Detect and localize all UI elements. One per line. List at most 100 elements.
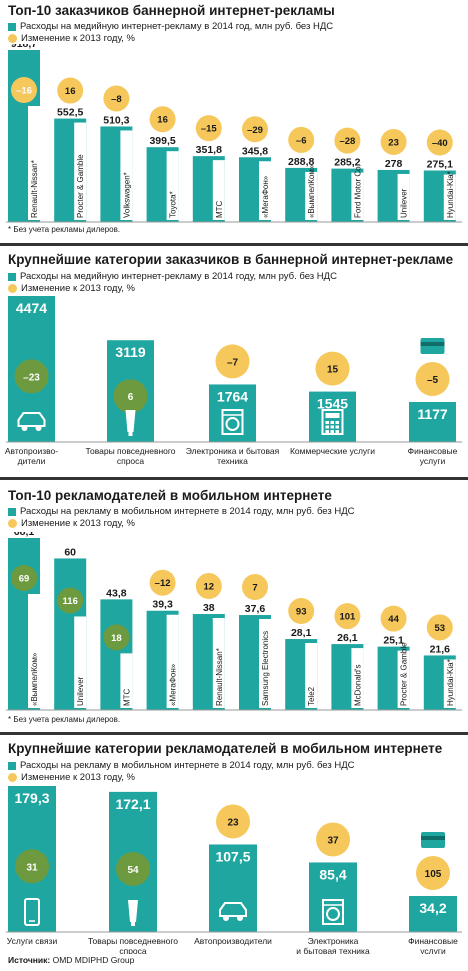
change-bubble: 7 bbox=[242, 574, 268, 601]
value-label: 1545 bbox=[317, 396, 348, 412]
change-bubble: –15 bbox=[195, 115, 222, 142]
label-strip bbox=[305, 643, 318, 708]
label-strip bbox=[28, 594, 40, 708]
chart-title: Топ-10 рекламодателей в мобильном интерн… bbox=[8, 488, 332, 503]
label-strip bbox=[212, 160, 225, 220]
tube-icon bbox=[125, 410, 136, 436]
change-label: –15 bbox=[201, 124, 218, 135]
footnote: * Без учета рекламы дилеров. bbox=[8, 715, 121, 724]
category-label: Автопроизводители bbox=[194, 936, 272, 946]
label-strip bbox=[212, 618, 225, 708]
category-label: Ford Motor Co. bbox=[353, 164, 362, 218]
label-strip bbox=[351, 648, 364, 708]
value-label: 288,8 bbox=[288, 156, 314, 168]
value-label: 3119 bbox=[115, 344, 146, 360]
label-strip bbox=[28, 106, 40, 220]
change-bubble: 23 bbox=[380, 128, 407, 155]
label-strip bbox=[397, 650, 410, 708]
legend-spend: Расходы на рекламу в мобильном интернете… bbox=[8, 760, 355, 771]
change-label: 6 bbox=[128, 392, 134, 403]
category-label: услуги bbox=[420, 456, 446, 466]
change-label: 23 bbox=[388, 137, 399, 148]
chart-title: Крупнейшие категории заказчиков в баннер… bbox=[8, 252, 454, 267]
value-label: 275,1 bbox=[427, 158, 453, 170]
tube-icon bbox=[128, 900, 138, 926]
value-label: 399,5 bbox=[149, 135, 175, 147]
change-label: –6 bbox=[296, 135, 307, 146]
change-bubble: 69 bbox=[11, 565, 37, 591]
value-label: 21,6 bbox=[430, 643, 451, 655]
legend-change: Изменение к 2013 году, % bbox=[8, 772, 135, 783]
bar bbox=[409, 402, 456, 442]
change-bubble: 54 bbox=[116, 851, 150, 886]
change-bubble: 101 bbox=[334, 603, 361, 630]
washing-machine-icon bbox=[322, 899, 344, 925]
source-note: Источник: OMD MDIPHD Group bbox=[8, 955, 135, 965]
change-bubble: –28 bbox=[334, 127, 361, 154]
chart-title: Топ-10 заказчиков баннерной интернет-рек… bbox=[8, 3, 335, 18]
category-label: Электроника bbox=[308, 936, 359, 946]
change-label: –16 bbox=[16, 86, 32, 97]
category-label: McDonald's bbox=[353, 664, 362, 706]
bar bbox=[409, 896, 457, 932]
value-label: 26,1 bbox=[337, 632, 358, 644]
change-label: –23 bbox=[23, 372, 40, 383]
value-label: 285,2 bbox=[334, 157, 360, 169]
chart-title: Крупнейшие категории рекламодателей в мо… bbox=[8, 741, 443, 756]
value-label: 37,6 bbox=[245, 603, 266, 615]
value-label: 1177 bbox=[417, 406, 448, 422]
value-label: 345,8 bbox=[242, 145, 268, 157]
car-icon bbox=[219, 902, 247, 921]
change-label: 31 bbox=[26, 862, 38, 873]
label-strip bbox=[443, 174, 456, 220]
panel-top10-mobile: Топ-10 рекламодателей в мобильном интерн… bbox=[0, 482, 468, 735]
change-bubble: 37 bbox=[316, 822, 350, 857]
washing-machine-icon bbox=[221, 409, 244, 435]
panel-top10-banner: Топ-10 заказчиков баннерной интернет-рек… bbox=[0, 0, 468, 250]
category-label: Procter & Gamble bbox=[400, 642, 409, 706]
divider bbox=[0, 732, 468, 735]
value-label: 278 bbox=[385, 158, 403, 170]
change-label: 44 bbox=[388, 614, 399, 625]
category-label: Товары повседневного bbox=[88, 936, 178, 946]
change-bubble: 116 bbox=[57, 587, 84, 614]
category-label: «МегаФон» bbox=[261, 175, 270, 218]
value-label: 38 bbox=[203, 602, 215, 614]
panel-categories-banner: Крупнейшие категории заказчиков в баннер… bbox=[0, 248, 468, 480]
category-label: Электроника и бытовая bbox=[186, 446, 280, 456]
change-label: 101 bbox=[339, 612, 356, 623]
value-label: 25,1 bbox=[383, 635, 404, 647]
value-label: 4474 bbox=[16, 300, 47, 316]
category-label: МТС bbox=[215, 200, 224, 218]
category-label: Volkswagen* bbox=[122, 172, 131, 218]
change-label: 16 bbox=[65, 86, 76, 97]
category-label: и бытовая техника bbox=[296, 946, 370, 954]
value-label: 85,4 bbox=[319, 866, 346, 882]
change-bubble: –23 bbox=[14, 359, 49, 394]
change-label: 18 bbox=[111, 633, 122, 644]
value-label: 351,8 bbox=[196, 144, 222, 156]
value-label: 39,3 bbox=[152, 599, 173, 611]
change-label: 53 bbox=[435, 623, 446, 634]
chart-plot: 918,7 –16 Renault-Nissan* 552,5 16 Procter & … bbox=[6, 44, 462, 223]
change-bubble: –16 bbox=[11, 77, 37, 103]
panel-categories-mobile: Крупнейшие категории рекламодателей в мо… bbox=[0, 737, 468, 971]
category-label: техника bbox=[217, 456, 248, 466]
legend-change: Изменение к 2013 году, % bbox=[8, 518, 135, 529]
change-bubble: –6 bbox=[288, 126, 315, 153]
category-label: спроса bbox=[117, 456, 145, 466]
label-strip bbox=[166, 151, 179, 220]
change-label: 16 bbox=[157, 115, 168, 126]
change-label: –28 bbox=[339, 136, 355, 147]
category-label: услуги bbox=[420, 946, 446, 954]
value-label: 172,1 bbox=[115, 796, 150, 812]
car-icon bbox=[17, 412, 46, 431]
change-label: 15 bbox=[327, 365, 339, 376]
change-bubble: –8 bbox=[103, 85, 130, 112]
divider bbox=[0, 243, 468, 246]
category-label: Hyundai-Kia* bbox=[446, 659, 455, 706]
change-bubble: 12 bbox=[195, 573, 222, 600]
change-label: 105 bbox=[425, 869, 442, 880]
value-label: 179,3 bbox=[14, 790, 49, 806]
change-label: –40 bbox=[432, 138, 448, 149]
